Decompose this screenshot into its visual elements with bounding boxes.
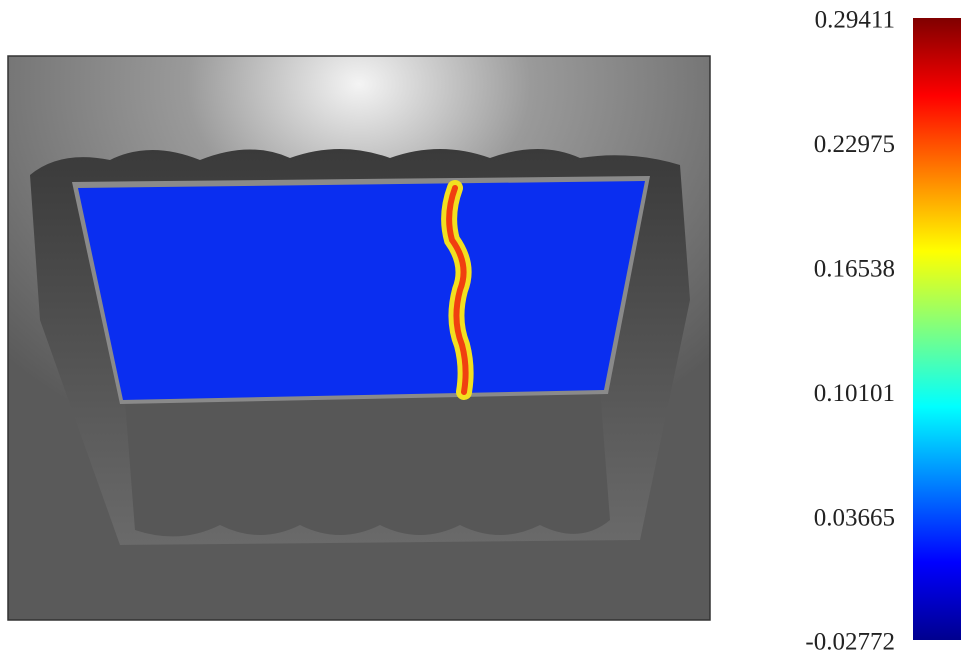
colorbar-tick-label: 0.10101 [814,380,895,407]
colorbar-tick-label: 0.29411 [815,7,895,34]
cavity-wall [125,390,610,536]
figure: 0.29411 0.22975 0.16538 0.10101 0.03665 -0.02… [0,0,961,664]
colorbar-tick-label: 0.22975 [814,131,895,158]
photo [8,56,710,620]
strain-field [78,181,645,400]
colorbar-tick-label: 0.03665 [814,504,895,531]
colorbar [913,18,961,640]
colorbar-tick-label: -0.02772 [805,629,895,656]
colorbar-tick-label: 0.16538 [814,256,895,283]
page: 0.29411 0.22975 0.16538 0.10101 0.03665 -0.02… [0,0,961,664]
